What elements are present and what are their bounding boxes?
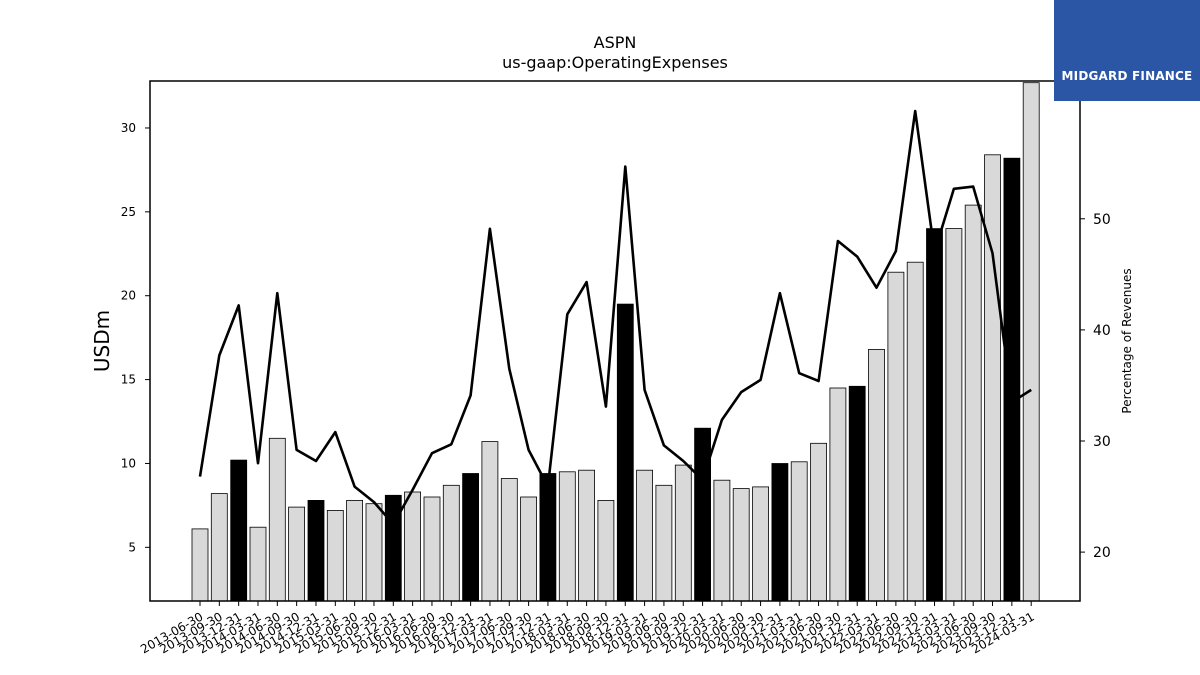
y-tick-label: 5 — [128, 540, 136, 554]
bar-2013-09-30 — [210, 493, 228, 602]
bar-2017-09-30 — [520, 496, 537, 602]
bar-2016-12-31 — [462, 473, 480, 602]
percentage-line — [198, 109, 1032, 526]
bar-2013-06-30 — [191, 528, 209, 602]
bar-2020-06-30 — [732, 488, 750, 602]
bar-2016-06-30 — [423, 496, 441, 602]
bar-2019-12-31 — [694, 427, 711, 602]
brand-logo: MIDGARD FINANCE — [1054, 0, 1200, 101]
brand-name: MIDGARD FINANCE — [1061, 69, 1193, 83]
bar-2017-12-31 — [539, 473, 557, 602]
bar-2016-03-31 — [404, 491, 422, 602]
y2-axis-label: Percentage of Revenues — [1120, 268, 1134, 413]
line-group — [198, 109, 1032, 526]
axes-group: 51015202530203040502013-06-302013-09-302… — [121, 121, 1111, 657]
bar-2022-09-30 — [906, 261, 924, 602]
chart-title: ASPN — [594, 33, 637, 52]
bar-2019-03-31 — [636, 469, 653, 602]
bar-2023-12-31 — [1003, 157, 1021, 602]
bar-2018-03-31 — [558, 471, 576, 602]
bar-2023-03-31 — [945, 228, 963, 602]
bar-2016-09-30 — [442, 484, 460, 602]
bar-2014-09-30 — [288, 506, 306, 602]
bar-2014-12-31 — [307, 499, 325, 602]
bar-2014-06-30 — [268, 437, 286, 602]
bar-2017-06-30 — [500, 478, 518, 602]
bar-2015-12-31 — [384, 494, 402, 602]
y2-tick-label: 20 — [1093, 545, 1111, 561]
y-tick-label: 15 — [121, 373, 136, 387]
bar-2024-03-31 — [1022, 82, 1040, 602]
bar-2021-12-31 — [848, 385, 866, 602]
bar-2018-12-31 — [616, 303, 634, 602]
bar-2021-09-30 — [829, 387, 847, 602]
plot-frame — [149, 80, 1081, 602]
chart-subtitle: us-gaap:OperatingExpenses — [502, 53, 728, 72]
bar-2022-03-31 — [868, 348, 885, 602]
bar-2014-03-31 — [249, 526, 267, 602]
y-tick-label: 25 — [121, 205, 136, 219]
bar-2022-06-30 — [887, 271, 905, 602]
bar-2015-06-30 — [346, 499, 364, 602]
y2-tick-label: 30 — [1093, 434, 1111, 450]
y-tick-label: 30 — [121, 121, 136, 135]
bar-2022-12-31 — [926, 228, 943, 602]
logo-icon — [1054, 0, 1200, 101]
bar-2020-03-31 — [713, 479, 731, 602]
bar-2019-06-30 — [655, 484, 673, 602]
bar-2020-12-31 — [771, 463, 789, 602]
bars-group — [191, 82, 1040, 602]
bar-2019-09-30 — [674, 464, 692, 602]
y-tick-label: 20 — [121, 289, 136, 303]
bar-2015-09-30 — [365, 503, 383, 602]
y-axis-label: USDm — [90, 310, 114, 372]
bar-2017-03-31 — [481, 441, 499, 602]
bar-2018-09-30 — [597, 499, 615, 602]
bar-2021-06-30 — [810, 442, 827, 602]
bar-2015-03-31 — [326, 509, 344, 602]
bar-2023-06-30 — [964, 204, 982, 602]
bar-2020-09-30 — [752, 486, 769, 602]
bar-2018-06-30 — [578, 469, 595, 602]
y2-tick-label: 40 — [1093, 323, 1111, 339]
bar-2021-03-31 — [790, 461, 808, 602]
bar-2023-09-30 — [984, 154, 1001, 602]
y-tick-label: 10 — [121, 456, 136, 470]
y2-tick-label: 50 — [1093, 212, 1111, 228]
bar-2013-12-31 — [230, 459, 248, 602]
